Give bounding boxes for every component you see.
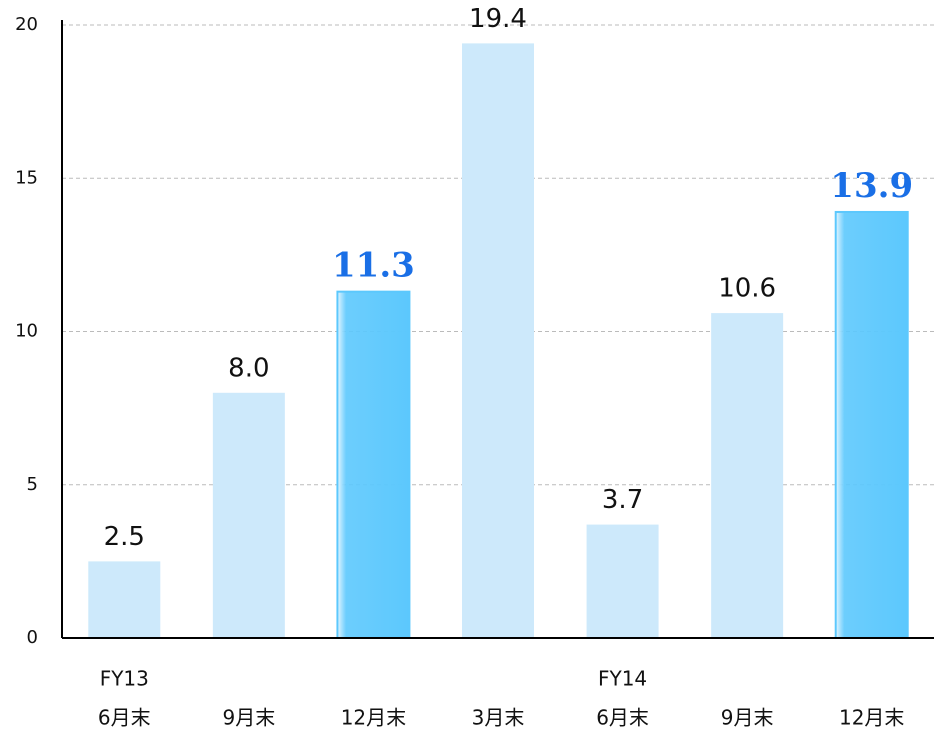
bar	[336, 290, 411, 639]
value-label: 8.0	[228, 353, 269, 383]
bar	[462, 43, 534, 638]
x-tick-label: 3月末	[472, 706, 525, 730]
y-tick-label: 0	[27, 627, 38, 648]
value-label: 3.7	[602, 485, 643, 515]
group-label: FY14	[598, 667, 647, 691]
x-tick-label: 6月末	[596, 706, 649, 730]
bar	[212, 392, 285, 638]
y-tick-label: 10	[15, 321, 38, 342]
x-tick-label: 9月末	[222, 706, 275, 730]
group-label: FY13	[100, 667, 149, 691]
value-label: 19.4	[469, 4, 527, 34]
x-tick-label: 9月末	[721, 706, 774, 730]
value-label: 2.5	[104, 522, 145, 552]
y-tick-label: 20	[15, 14, 38, 35]
value-label: 13.9	[830, 166, 913, 206]
y-tick-label: 5	[27, 474, 38, 495]
y-tick-label: 15	[15, 167, 38, 188]
x-tick-label: 12月末	[341, 706, 406, 730]
bar	[586, 524, 659, 638]
x-tick-label: 12月末	[839, 706, 904, 730]
bar	[88, 561, 161, 638]
bar	[711, 313, 784, 638]
x-tick-label: 6月末	[98, 706, 151, 730]
bar	[834, 210, 909, 639]
value-label: 11.3	[332, 246, 415, 286]
value-label: 10.6	[718, 274, 776, 304]
